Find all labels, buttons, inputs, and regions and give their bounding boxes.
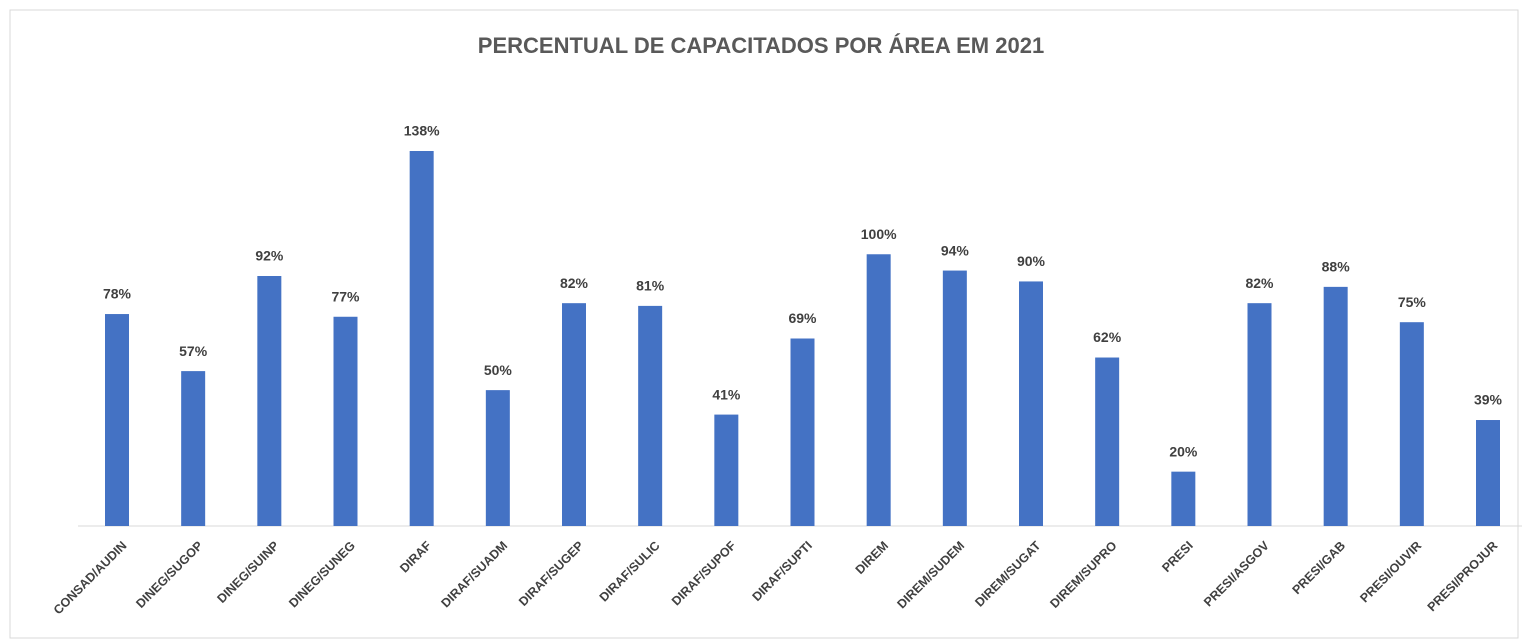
x-tick-label: PRESI/GAB: [1290, 539, 1349, 598]
x-tick-label: DINEG/SUINP: [214, 539, 281, 606]
x-tick-label: DIRAF/SUPOF: [669, 538, 739, 608]
value-label: 62%: [1093, 329, 1122, 345]
value-label: 75%: [1398, 294, 1427, 310]
value-label: 138%: [404, 123, 440, 139]
x-tick-label: PRESI/ASGOV: [1201, 538, 1272, 609]
x-tick-label: CONSAD/AUDIN: [51, 539, 130, 618]
x-tick-label: DINEG/SUGOP: [133, 539, 205, 611]
value-label: 78%: [103, 286, 132, 302]
bar: [1247, 303, 1272, 526]
value-label: 39%: [1474, 392, 1503, 408]
value-label: 81%: [636, 278, 665, 294]
x-tick-label: PRESI: [1159, 539, 1195, 575]
bar: [1323, 286, 1348, 526]
value-label: 88%: [1322, 259, 1351, 275]
chart-title: PERCENTUAL DE CAPACITADOS POR ÁREA EM 20…: [478, 33, 1044, 58]
x-tick-label: DIREM: [853, 539, 891, 577]
bar: [1476, 420, 1500, 526]
value-label: 100%: [861, 226, 897, 242]
bar: [1019, 281, 1043, 526]
x-tick-label: PRESI/PROJUR: [1425, 539, 1501, 615]
bar: [105, 314, 129, 526]
value-label: 69%: [788, 310, 817, 326]
bar: [181, 371, 206, 526]
bar: [638, 305, 663, 526]
bar: [485, 390, 510, 526]
value-label: 57%: [179, 343, 208, 359]
x-tick-label: DIRAF/SUADM: [439, 539, 511, 611]
value-label: 50%: [484, 362, 513, 378]
bar: [866, 254, 891, 526]
value-label: 94%: [941, 242, 970, 258]
bar: [1171, 471, 1196, 526]
bar: [714, 414, 739, 526]
bar: [1095, 357, 1120, 526]
value-label: 41%: [712, 386, 741, 402]
value-label: 77%: [331, 288, 360, 304]
x-tick-label: DIRAF/SUPTI: [750, 539, 815, 604]
value-label: 92%: [255, 248, 284, 264]
bar: [790, 338, 815, 526]
x-tick-label: DIREM/SUGAT: [972, 538, 1043, 609]
value-label: 82%: [1245, 275, 1274, 291]
bar: [257, 276, 282, 526]
x-tick-label: DINEG/SUNEG: [286, 539, 358, 611]
bar: [333, 316, 358, 526]
value-label: 90%: [1017, 253, 1046, 269]
x-tick-label: DIRAF/SULIC: [597, 539, 663, 605]
x-tick-label: DIRAF: [397, 538, 434, 575]
value-label: 82%: [560, 275, 589, 291]
x-tick-label: DIREM/SUPRO: [1047, 538, 1119, 610]
bar: [1399, 322, 1424, 526]
x-tick-label: PRESI/OUVIR: [1357, 539, 1424, 606]
x-tick-label: DIREM/SUDEM: [895, 539, 968, 612]
x-tick-label: DIRAF/SUGEP: [516, 539, 586, 609]
bar: [942, 270, 967, 526]
chart-border: [9, 9, 1519, 639]
bar: [409, 151, 434, 526]
value-label: 20%: [1169, 443, 1198, 459]
bar: [562, 303, 586, 526]
